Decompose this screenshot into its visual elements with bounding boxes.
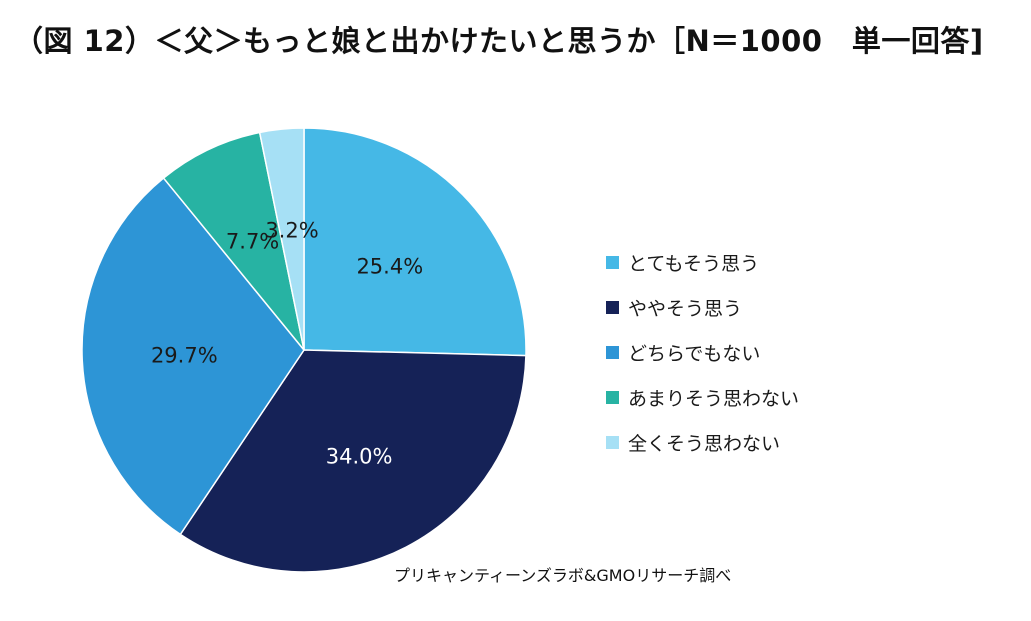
legend-swatch	[606, 301, 619, 314]
pie-slice-3	[81, 177, 305, 536]
source-note: プリキャンティーンズラボ&GMOリサーチ調べ	[394, 566, 732, 585]
pie-slice-4	[162, 131, 305, 351]
pie-data-label-4: 7.7%	[226, 230, 279, 254]
legend-item-1: とてもそう思う	[606, 240, 799, 285]
legend-label: とてもそう思う	[628, 253, 760, 275]
legend-label: ややそう思う	[628, 298, 743, 320]
legend-item-2: ややそう思う	[606, 285, 799, 330]
legend-swatch	[606, 391, 619, 404]
legend-item-5: 全くそう思わない	[606, 420, 799, 465]
pie-slice-5	[258, 127, 305, 351]
pie-data-label-2: 34.0%	[326, 445, 393, 469]
legend-item-3: どちらでもない	[606, 330, 799, 375]
pie-data-label-5: 3.2%	[265, 219, 318, 243]
legend-swatch	[606, 256, 619, 269]
legend-label: あまりそう思わない	[628, 388, 800, 410]
pie-slice-2	[179, 349, 527, 573]
legend-swatch	[606, 346, 619, 359]
legend-item-4: あまりそう思わない	[606, 375, 799, 420]
pie-data-label-3: 29.7%	[151, 344, 218, 368]
chart-legend: とてもそう思う ややそう思う どちらでもないあまりそう思わない 全くそう思わない	[606, 240, 799, 465]
legend-label: どちらでもない	[628, 343, 761, 365]
pie-slices	[81, 127, 527, 573]
pie-data-label-1: 25.4%	[356, 254, 423, 278]
legend-swatch	[606, 436, 619, 449]
pie-data-labels: 25.4% 34.0% 29.7% 7.7%3.2%	[151, 219, 423, 469]
chart-title: （図 12）＜父＞もっと娘と出かけたいと思うか［N＝1000 単一回答]	[14, 24, 984, 58]
legend-label: 全くそう思わない	[628, 433, 781, 455]
pie-slice-1	[303, 127, 527, 357]
